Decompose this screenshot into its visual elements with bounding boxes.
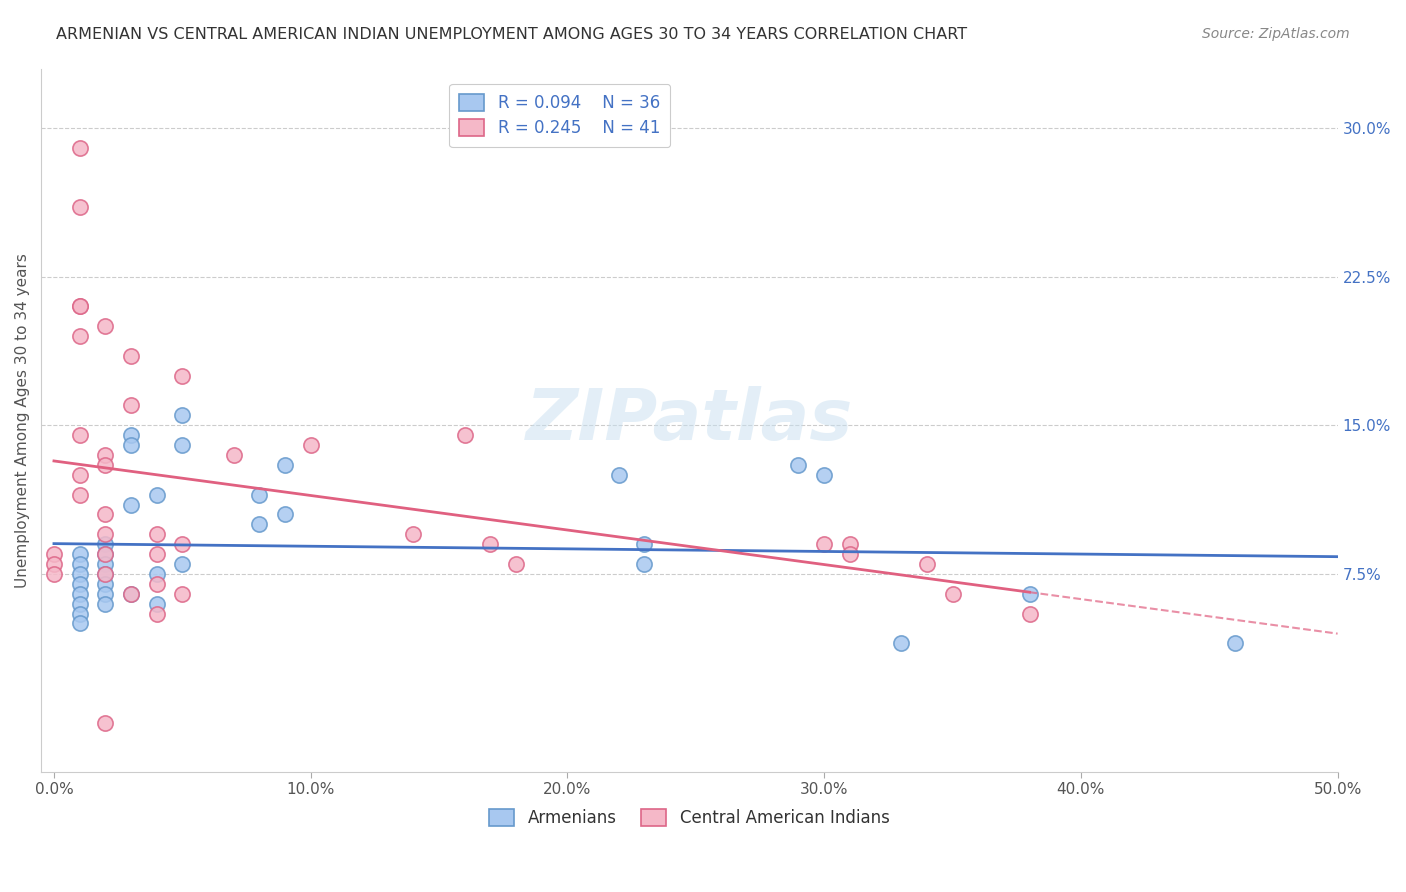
Point — [94, 508, 117, 522]
Point — [42, 547, 65, 561]
Point — [890, 636, 912, 650]
Point — [94, 527, 117, 541]
Point — [505, 557, 527, 571]
Point — [222, 448, 245, 462]
Point — [69, 566, 91, 581]
Point — [69, 597, 91, 611]
Point — [402, 527, 425, 541]
Point — [120, 587, 142, 601]
Point — [145, 487, 167, 501]
Point — [145, 527, 167, 541]
Point — [94, 576, 117, 591]
Point — [120, 438, 142, 452]
Point — [172, 438, 194, 452]
Point — [69, 616, 91, 631]
Point — [42, 557, 65, 571]
Point — [941, 587, 963, 601]
Point — [172, 587, 194, 601]
Point — [69, 299, 91, 313]
Point — [94, 715, 117, 730]
Point — [94, 547, 117, 561]
Point — [172, 537, 194, 551]
Point — [247, 517, 270, 532]
Point — [787, 458, 810, 472]
Point — [69, 141, 91, 155]
Point — [69, 299, 91, 313]
Point — [299, 438, 322, 452]
Point — [69, 428, 91, 442]
Point — [94, 566, 117, 581]
Point — [69, 557, 91, 571]
Point — [94, 448, 117, 462]
Point — [94, 547, 117, 561]
Point — [42, 566, 65, 581]
Point — [69, 576, 91, 591]
Point — [247, 487, 270, 501]
Point — [607, 467, 630, 482]
Point — [172, 409, 194, 423]
Point — [120, 498, 142, 512]
Point — [120, 587, 142, 601]
Point — [145, 547, 167, 561]
Point — [94, 319, 117, 334]
Point — [69, 547, 91, 561]
Point — [69, 487, 91, 501]
Point — [120, 399, 142, 413]
Point — [172, 557, 194, 571]
Point — [69, 607, 91, 621]
Point — [172, 368, 194, 383]
Text: Source: ZipAtlas.com: Source: ZipAtlas.com — [1202, 27, 1350, 41]
Point — [94, 557, 117, 571]
Y-axis label: Unemployment Among Ages 30 to 34 years: Unemployment Among Ages 30 to 34 years — [15, 252, 30, 588]
Point — [813, 467, 835, 482]
Point — [120, 349, 142, 363]
Point — [69, 200, 91, 214]
Point — [94, 458, 117, 472]
Point — [274, 458, 297, 472]
Point — [274, 508, 297, 522]
Point — [1223, 636, 1246, 650]
Text: ARMENIAN VS CENTRAL AMERICAN INDIAN UNEMPLOYMENT AMONG AGES 30 TO 34 YEARS CORRE: ARMENIAN VS CENTRAL AMERICAN INDIAN UNEM… — [56, 27, 967, 42]
Point — [813, 537, 835, 551]
Point — [145, 566, 167, 581]
Point — [454, 428, 477, 442]
Point — [633, 537, 655, 551]
Point — [94, 587, 117, 601]
Point — [69, 587, 91, 601]
Text: ZIPatlas: ZIPatlas — [526, 385, 853, 455]
Point — [838, 537, 860, 551]
Point — [915, 557, 938, 571]
Point — [145, 576, 167, 591]
Point — [145, 607, 167, 621]
Point — [69, 467, 91, 482]
Legend: Armenians, Central American Indians: Armenians, Central American Indians — [482, 803, 896, 834]
Point — [1018, 607, 1040, 621]
Point — [94, 566, 117, 581]
Point — [838, 547, 860, 561]
Point — [145, 597, 167, 611]
Point — [94, 537, 117, 551]
Point — [479, 537, 502, 551]
Point — [69, 329, 91, 343]
Point — [120, 428, 142, 442]
Point — [1018, 587, 1040, 601]
Point — [633, 557, 655, 571]
Point — [94, 597, 117, 611]
